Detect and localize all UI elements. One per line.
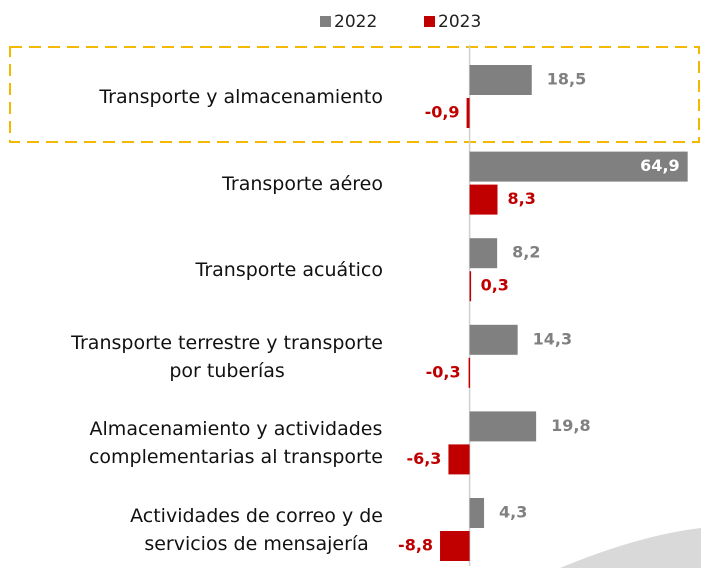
legend-label: 2023 bbox=[438, 12, 481, 32]
value-label: 64,9 bbox=[640, 156, 679, 175]
decoration bbox=[560, 528, 701, 568]
category-label: Transporte aéreo bbox=[222, 172, 383, 195]
value-label: 19,8 bbox=[551, 416, 590, 435]
category-label: Transporte y almacenamiento bbox=[99, 86, 383, 108]
value-label: 4,3 bbox=[499, 503, 527, 522]
bar bbox=[469, 65, 532, 95]
legend-swatch bbox=[424, 16, 435, 27]
category-label-box: Transporte acuático bbox=[196, 256, 383, 284]
legend-swatch bbox=[320, 16, 331, 27]
category-label: Transporte acuático bbox=[195, 259, 383, 282]
value-label: 8,2 bbox=[512, 243, 540, 262]
bar bbox=[469, 238, 498, 269]
highlight-box bbox=[9, 46, 700, 143]
bar bbox=[469, 271, 472, 302]
bar bbox=[468, 357, 471, 388]
bar bbox=[469, 411, 537, 442]
bar bbox=[469, 324, 518, 355]
value-label: -0,3 bbox=[426, 362, 461, 381]
category-label-box: Almacenamiento y actividades complementa… bbox=[89, 415, 383, 471]
value-label: 8,3 bbox=[507, 189, 535, 208]
category-label: Almacenamiento y actividades complementa… bbox=[88, 418, 383, 469]
bar bbox=[440, 531, 470, 561]
category-label-box: Actividades de correo y de servicios de … bbox=[130, 502, 383, 558]
legend-label: 2022 bbox=[334, 12, 377, 32]
category-label: Actividades de correo y de servicios de … bbox=[130, 505, 383, 555]
bar bbox=[448, 444, 470, 475]
category-label-box: Transporte y almacenamiento bbox=[99, 83, 383, 111]
bar bbox=[469, 184, 498, 215]
value-label: 18,5 bbox=[547, 70, 586, 89]
category-label: Transporte terrestre y transporte por tu… bbox=[71, 331, 383, 382]
value-label: -8,8 bbox=[398, 536, 433, 555]
bar bbox=[469, 498, 485, 528]
value-label: 0,3 bbox=[481, 276, 509, 295]
value-label: 14,3 bbox=[533, 329, 572, 348]
value-label: -6,3 bbox=[406, 449, 441, 468]
bar bbox=[469, 151, 688, 182]
bar bbox=[466, 98, 470, 128]
category-label-box: Transporte aéreo bbox=[222, 170, 383, 198]
category-label-box: Transporte terrestre y transporte por tu… bbox=[71, 329, 383, 385]
value-label: -0,9 bbox=[425, 103, 460, 122]
